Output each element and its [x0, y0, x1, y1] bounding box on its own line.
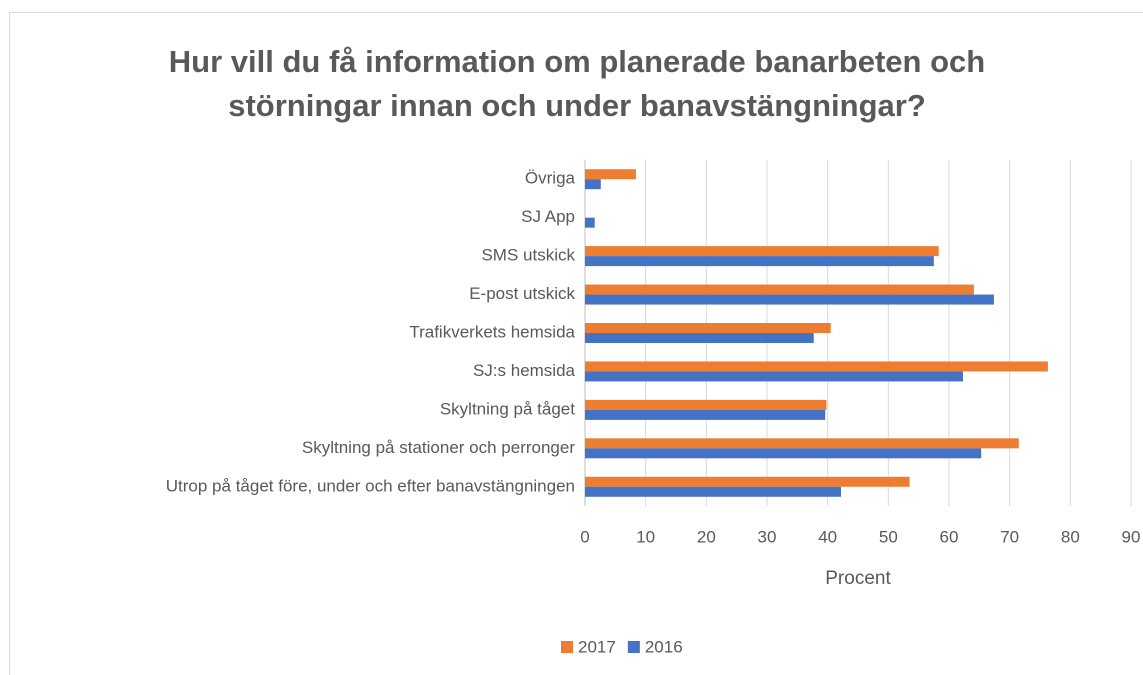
bar [585, 361, 1048, 372]
x-tick-label: 40 [818, 527, 837, 546]
chart-title: Hur vill du få information om planerade … [168, 44, 986, 123]
x-tick-label: 60 [940, 527, 959, 546]
legend-label: 2017 [578, 637, 616, 656]
bar [585, 217, 595, 228]
x-tick-label: 20 [697, 527, 716, 546]
y-tick-label: Skyltning på tåget [440, 399, 575, 418]
bar [585, 399, 827, 410]
y-tick-label: SMS utskick [481, 246, 575, 265]
legend-label: 2016 [645, 637, 683, 656]
bar [585, 438, 1019, 449]
y-tick-label: SJ App [521, 207, 575, 226]
bar [585, 179, 601, 190]
bar [585, 256, 934, 267]
y-tick-label: Skyltning på stationer och perronger [302, 438, 575, 457]
bar [585, 476, 910, 487]
y-tick-label: E-post utskick [469, 284, 575, 303]
bar [585, 371, 963, 382]
bar [585, 169, 636, 180]
bar [585, 333, 814, 343]
legend-swatch [627, 641, 640, 653]
x-axis-title: Procent [825, 568, 891, 589]
x-tick-label: 70 [1000, 527, 1019, 546]
bar [585, 246, 939, 257]
chart-border [9, 12, 1143, 675]
legend-swatch [561, 641, 573, 653]
x-tick-label: 90 [1122, 527, 1141, 546]
x-tick-label: 10 [636, 527, 655, 546]
bar [585, 486, 842, 497]
x-tick-label: 30 [758, 527, 777, 546]
bar [585, 294, 994, 305]
bar [585, 448, 982, 459]
bar [585, 323, 831, 333]
x-tick-label: 0 [580, 527, 589, 546]
y-tick-label: Övriga [525, 169, 576, 188]
y-tick-label: Trafikverkets hemsida [409, 322, 575, 341]
x-tick-label: 80 [1061, 527, 1080, 546]
bar [585, 409, 826, 420]
y-tick-label: Utrop på tåget före, under och efter ban… [166, 476, 575, 495]
x-tick-label: 50 [879, 527, 898, 546]
bar [585, 284, 974, 295]
y-tick-label: SJ:s hemsida [473, 361, 576, 380]
